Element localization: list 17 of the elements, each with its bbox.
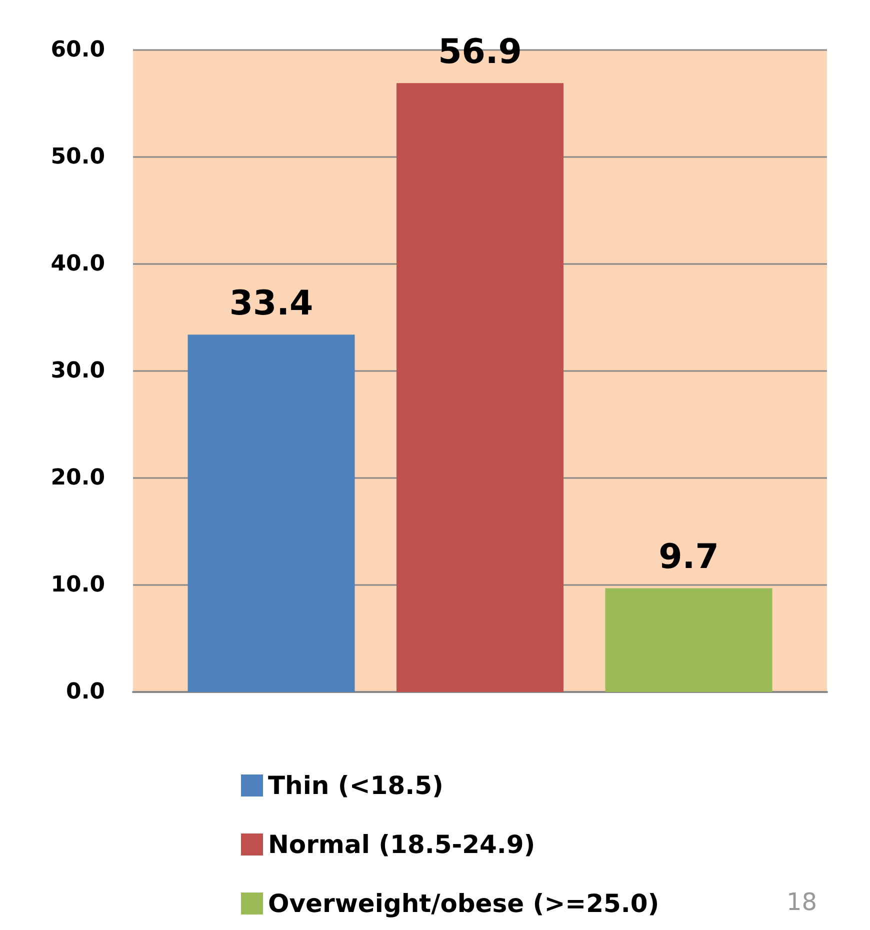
legend-label: Overweight/obese (>=25.0) — [268, 889, 660, 918]
bar — [605, 588, 772, 692]
y-tick-label: 0.0 — [66, 680, 105, 704]
data-label: 33.4 — [229, 284, 314, 324]
y-tick-label: 50.0 — [50, 144, 105, 170]
bar — [396, 83, 564, 692]
y-tick-label: 20.0 — [50, 466, 105, 490]
y-tick-label: 40.0 — [50, 252, 105, 276]
y-tick-label: 30.0 — [50, 358, 105, 384]
y-tick-label: 10.0 — [50, 572, 105, 598]
text: 18 — [786, 888, 818, 916]
y-tick-label: 60.0 — [50, 38, 105, 62]
legend-label: Normal (18.5-24.9) — [268, 830, 536, 859]
data-label: 9.7 — [658, 537, 719, 578]
bar — [188, 334, 355, 692]
legend-label: Thin (<18.5) — [268, 771, 444, 800]
data-label: 56.9 — [438, 32, 522, 72]
